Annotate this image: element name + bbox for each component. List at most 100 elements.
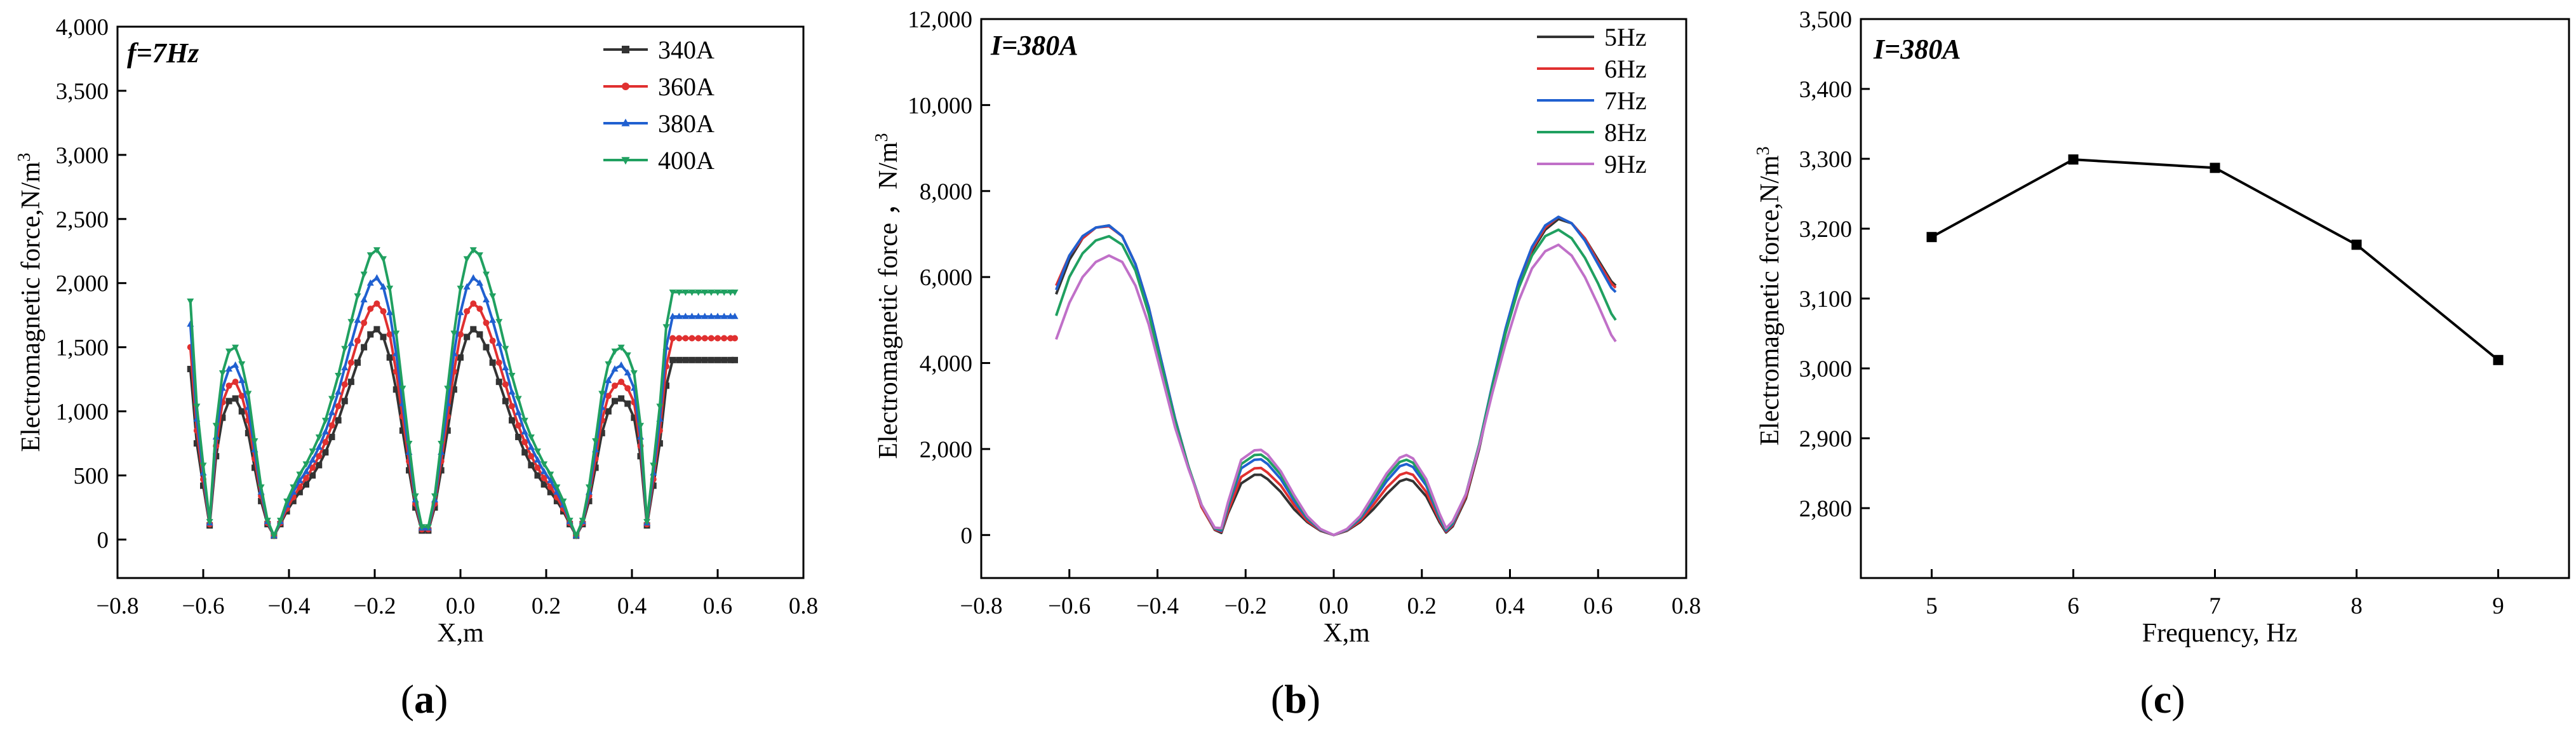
data-point (624, 400, 631, 407)
data-point (225, 365, 232, 372)
axis-ticks: −0.8 −0.6 −0.4 −0.2 0.0 0.2 0.4 0.6 0.8 0 500 1,000… (56, 15, 818, 619)
data-point (406, 467, 412, 474)
data-point (361, 319, 368, 326)
data-point (676, 335, 683, 342)
data-point (380, 308, 387, 315)
data-point (302, 461, 310, 468)
data-point (701, 356, 708, 363)
data-point (534, 472, 541, 479)
series-line-380a (189, 276, 735, 537)
x-tick-label: 0.8 (1672, 593, 1701, 619)
data-point (622, 46, 629, 53)
data-point (232, 344, 239, 351)
data-point (470, 326, 477, 333)
data-point (457, 331, 464, 338)
x-tick-label: 6 (2067, 593, 2079, 619)
data-point (612, 398, 618, 405)
data-point (540, 474, 547, 481)
panel-caption: (a) (401, 676, 448, 722)
data-point (509, 417, 515, 424)
x-tick-label: −0.4 (267, 593, 310, 619)
x-tick-label: −0.4 (1136, 593, 1179, 619)
data-point (302, 467, 310, 474)
data-point (392, 330, 400, 337)
data-point (592, 464, 599, 471)
y-tick-label: 3,100 (1799, 286, 1852, 313)
data-point (438, 467, 445, 474)
data-point (731, 289, 739, 296)
y-tick-label: 3,400 (1799, 77, 1852, 103)
data-point (219, 414, 226, 421)
data-point (360, 295, 368, 302)
y-axis-label: Electromagnetic force ，N/m3 (872, 133, 904, 459)
data-point (521, 427, 528, 434)
data-point (534, 464, 541, 471)
data-point (206, 519, 213, 526)
data-point (2493, 354, 2504, 365)
data-point (469, 274, 477, 281)
data-point (457, 309, 464, 316)
y-tick-label: 8,000 (920, 179, 972, 205)
data-point (373, 326, 380, 333)
data-point (534, 456, 541, 463)
data-point (727, 356, 734, 363)
data-point (270, 533, 278, 540)
x-tick-label: 7 (2209, 593, 2221, 619)
data-point (617, 344, 625, 351)
panel-b: −0.8 −0.6 −0.4 −0.2 0.0 0.2 0.4 0.6 0.8 0 2,000 4,0… (872, 7, 1701, 722)
data-point (463, 283, 471, 290)
series-line-360a (189, 302, 735, 537)
data-point (675, 313, 683, 319)
data-point (521, 449, 528, 456)
panel-a: −0.8 −0.6 −0.4 −0.2 0.0 0.2 0.4 0.6 0.8 0 500 1,000… (15, 15, 819, 722)
data-point (322, 439, 329, 446)
y-tick-label: 3,500 (1799, 7, 1852, 33)
data-point (547, 488, 554, 495)
data-point (656, 440, 663, 447)
data-point (366, 252, 374, 259)
data-point (682, 335, 689, 342)
y-tick-label: 6,000 (920, 265, 972, 291)
data-point (489, 337, 496, 344)
data-point (502, 381, 509, 388)
data-point (675, 289, 683, 296)
y-tick-label: 3,500 (56, 79, 109, 105)
x-tick-label: −0.2 (353, 593, 396, 619)
x-tick-label: −0.8 (960, 593, 1002, 619)
data-point (321, 427, 329, 434)
data-point (540, 461, 548, 468)
y-tick-label: 12,000 (908, 7, 972, 33)
data-point (277, 518, 284, 525)
data-point (225, 348, 232, 355)
data-point (605, 393, 612, 400)
data-point (438, 441, 445, 448)
y-tick-label: 0 (961, 523, 973, 549)
data-point (695, 289, 702, 296)
y-tick-label: 1,000 (56, 400, 109, 426)
legend-label: 400A (658, 146, 714, 175)
data-point (669, 313, 676, 319)
legend: 5Hz 6Hz 7Hz 8Hz 9Hz (1537, 23, 1647, 178)
x-tick-label: 0.4 (1495, 593, 1524, 619)
data-point (669, 289, 676, 296)
data-point (354, 316, 361, 323)
data-point (708, 335, 714, 342)
data-point (622, 83, 629, 90)
data-point (618, 379, 625, 386)
y-tick-label: 3,000 (1799, 356, 1852, 382)
data-point (380, 283, 387, 290)
data-point (553, 484, 561, 491)
data-point (598, 391, 606, 398)
data-point (315, 443, 323, 450)
data-point (309, 456, 316, 463)
data-point (264, 518, 271, 525)
data-point (341, 381, 348, 388)
data-point (335, 417, 342, 424)
legend-label: 380A (658, 109, 714, 138)
data-point (476, 306, 483, 313)
data-point (212, 422, 220, 429)
data-point (624, 369, 631, 376)
data-point (354, 293, 361, 300)
data-point (444, 386, 452, 393)
x-axis-label: X,m (1323, 619, 1370, 648)
